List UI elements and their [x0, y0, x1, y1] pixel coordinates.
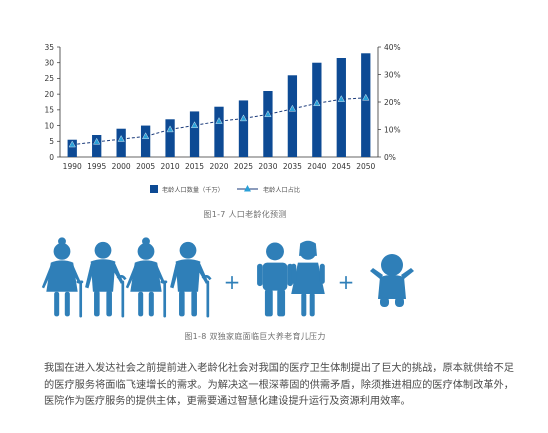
ratio-point-2020 — [215, 117, 223, 124]
ratio-point-2045 — [337, 95, 345, 102]
ratio-point-2015 — [191, 121, 199, 128]
bar-2000 — [116, 128, 126, 157]
ratio-point-2025 — [239, 114, 247, 122]
x-tick-label: 1995 — [87, 162, 106, 171]
left-tick-label: 15 — [44, 106, 54, 115]
figure-2-caption: 图1-8 双独家庭面临巨大养老育儿压力 — [184, 332, 326, 341]
right-tick-label: 30% — [384, 70, 401, 79]
right-tick-label: 0% — [384, 153, 396, 162]
ratio-point-2050 — [362, 93, 370, 101]
legend-bar-swatch — [150, 185, 158, 193]
left-tick-label: 30 — [44, 59, 54, 68]
plus-icon: + — [338, 270, 355, 294]
bar-1995 — [92, 135, 102, 157]
ratio-point-2035 — [288, 104, 296, 112]
ratio-point-2040 — [313, 99, 321, 106]
plus-icon: + — [224, 270, 241, 294]
left-tick-label: 25 — [44, 74, 54, 83]
bar-2015 — [189, 111, 200, 157]
bar-2030 — [263, 91, 273, 157]
left-tick-label: 35 — [44, 43, 54, 52]
x-tick-label: 2050 — [356, 162, 375, 171]
woman-icon — [291, 240, 325, 317]
bar-2045 — [336, 58, 346, 157]
right-tick-label: 20% — [384, 98, 401, 107]
legend-line-label: 老龄人口占比 — [263, 186, 300, 194]
figure-1-caption: 图1-7 人口老龄化预测 — [203, 210, 287, 219]
x-tick-label: 2005 — [136, 162, 155, 171]
man-icon — [257, 242, 293, 317]
x-tick-label: 2010 — [161, 162, 180, 171]
x-tick-label: 2035 — [283, 162, 302, 171]
x-tick-label: 2025 — [234, 162, 253, 171]
elderly-man-icon — [170, 241, 211, 318]
x-tick-label: 2000 — [112, 162, 131, 171]
baby-icon — [370, 254, 414, 307]
bar-2010 — [165, 119, 175, 157]
x-tick-label: 2045 — [332, 162, 351, 171]
ratio-point-2005 — [142, 132, 150, 139]
elderly-man-icon — [85, 241, 126, 318]
legend-bar-label: 老龄人口数量（千万） — [162, 186, 224, 194]
ratio-point-2000 — [117, 135, 125, 142]
x-tick-label: 2020 — [209, 162, 228, 171]
elderly-woman-icon — [41, 237, 84, 318]
x-tick-label: 2040 — [307, 162, 326, 171]
ratio-point-1995 — [93, 137, 101, 145]
bar-2005 — [140, 125, 151, 157]
left-tick-label: 10 — [44, 121, 54, 130]
bar-2035 — [287, 75, 298, 157]
right-tick-label: 40% — [384, 43, 401, 52]
elderly-woman-icon — [125, 237, 168, 318]
x-tick-label: 1990 — [63, 162, 82, 171]
family-pressure-illustration: + + — [41, 237, 414, 318]
legend-line-marker — [244, 185, 251, 192]
bar-1990 — [67, 139, 77, 157]
right-tick-label: 10% — [384, 125, 401, 134]
bar-2025 — [238, 100, 249, 157]
ratio-point-2010 — [166, 125, 174, 133]
bar-2050 — [361, 53, 371, 157]
ratio-point-1990 — [68, 140, 76, 148]
x-tick-label: 2015 — [185, 162, 204, 171]
left-tick-label: 0 — [49, 153, 54, 162]
body-paragraph: 我国在进入发达社会之前提前进入老龄化社会对我国的医疗卫生体制提出了巨大的挑战，原… — [44, 363, 514, 408]
left-tick-label: 5 — [49, 137, 54, 146]
left-tick-label: 20 — [44, 90, 54, 99]
x-tick-label: 2030 — [258, 162, 277, 171]
bar-2020 — [214, 106, 224, 157]
bar-2040 — [312, 62, 322, 157]
ratio-point-2030 — [264, 110, 272, 117]
